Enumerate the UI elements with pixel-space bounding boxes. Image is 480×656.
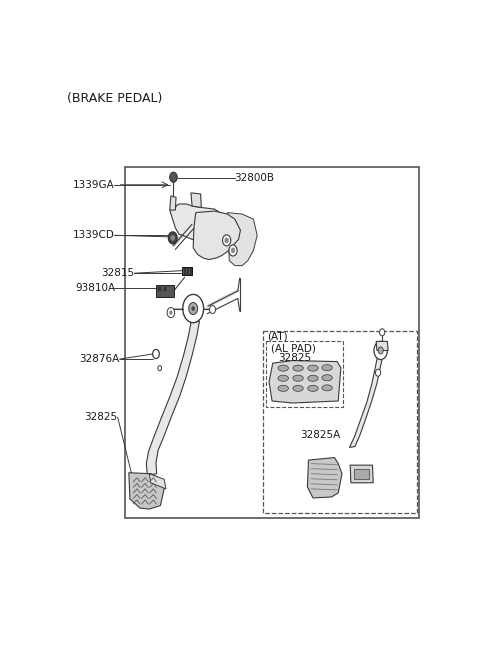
Ellipse shape — [293, 365, 303, 371]
Polygon shape — [307, 458, 342, 498]
Ellipse shape — [278, 365, 288, 371]
Text: (BRAKE PEDAL): (BRAKE PEDAL) — [67, 92, 163, 106]
Polygon shape — [350, 465, 373, 483]
Circle shape — [168, 232, 177, 244]
Polygon shape — [170, 204, 222, 240]
Text: 32876A: 32876A — [79, 354, 120, 364]
Circle shape — [223, 235, 231, 246]
Circle shape — [170, 172, 177, 182]
Ellipse shape — [278, 375, 288, 381]
Circle shape — [231, 248, 235, 253]
Ellipse shape — [322, 385, 332, 391]
Text: 32825: 32825 — [84, 412, 118, 422]
Bar — [182, 266, 192, 275]
Bar — [163, 286, 167, 291]
Polygon shape — [149, 474, 166, 489]
Ellipse shape — [293, 385, 303, 392]
Ellipse shape — [308, 375, 318, 381]
Circle shape — [374, 341, 387, 359]
Circle shape — [169, 310, 172, 315]
Bar — [157, 286, 161, 291]
Ellipse shape — [293, 375, 303, 381]
Text: (AL PAD): (AL PAD) — [271, 344, 315, 354]
Text: 32800B: 32800B — [234, 173, 274, 183]
Ellipse shape — [308, 365, 318, 371]
Text: 32825: 32825 — [278, 352, 311, 363]
Ellipse shape — [308, 385, 318, 392]
Circle shape — [153, 350, 159, 359]
Bar — [125, 167, 419, 518]
Text: 93810A: 93810A — [75, 283, 115, 293]
Circle shape — [189, 302, 198, 315]
Polygon shape — [349, 352, 384, 447]
Polygon shape — [354, 468, 369, 480]
Polygon shape — [146, 321, 200, 475]
Circle shape — [210, 306, 216, 314]
Text: 32825A: 32825A — [300, 430, 340, 440]
Circle shape — [192, 306, 195, 310]
Bar — [263, 331, 417, 513]
Polygon shape — [193, 211, 240, 260]
Text: 1339GA: 1339GA — [73, 180, 115, 190]
Ellipse shape — [322, 375, 332, 380]
Text: 1339CD: 1339CD — [73, 230, 115, 240]
Circle shape — [183, 295, 204, 323]
Polygon shape — [191, 193, 202, 207]
Circle shape — [378, 347, 383, 354]
Circle shape — [380, 329, 385, 336]
Polygon shape — [376, 341, 388, 350]
Circle shape — [158, 365, 162, 371]
Polygon shape — [269, 361, 341, 403]
Polygon shape — [228, 213, 257, 266]
Bar — [156, 285, 174, 297]
Ellipse shape — [322, 365, 332, 371]
Polygon shape — [129, 473, 164, 509]
Bar — [266, 341, 343, 407]
Text: (AT): (AT) — [267, 331, 288, 341]
Circle shape — [171, 236, 175, 240]
Polygon shape — [170, 196, 176, 210]
Circle shape — [167, 308, 175, 318]
Circle shape — [225, 238, 228, 243]
Circle shape — [375, 369, 381, 377]
Text: 32815: 32815 — [101, 268, 134, 278]
Circle shape — [229, 245, 237, 256]
Ellipse shape — [278, 385, 288, 392]
